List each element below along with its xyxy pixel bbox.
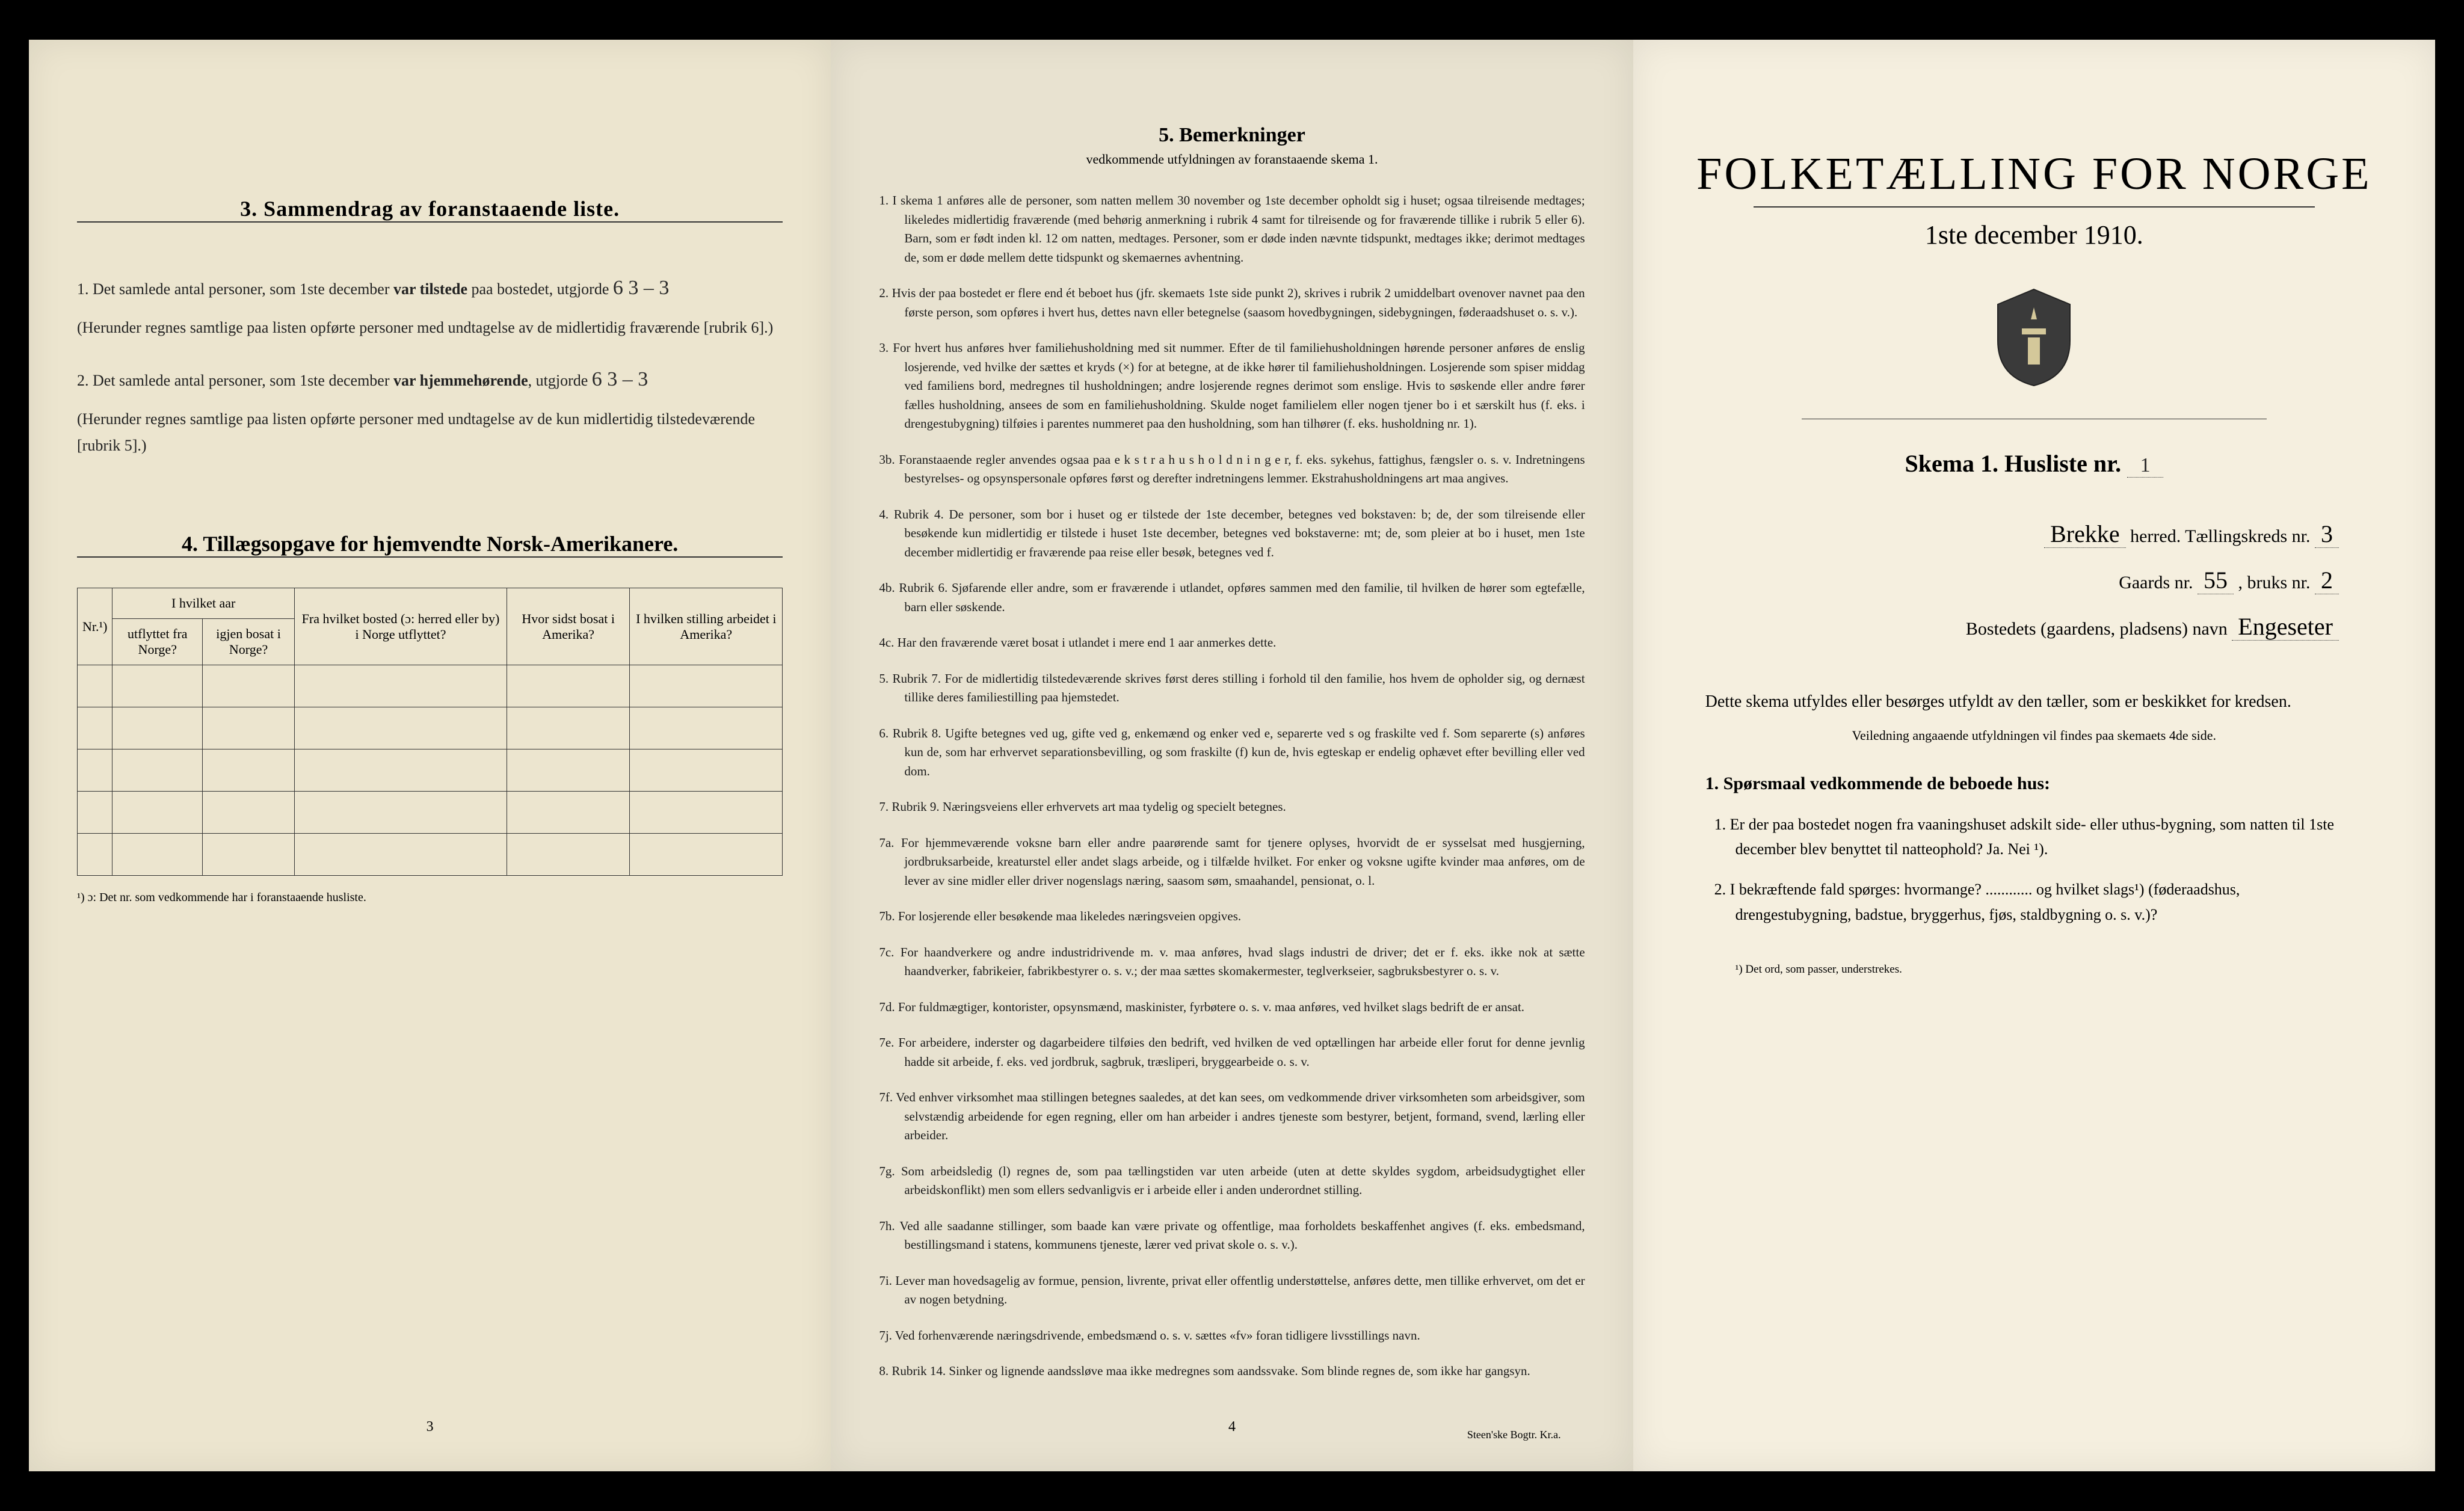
skema-label: Skema 1. Husliste nr. (1905, 450, 2121, 477)
census-date: 1ste december 1910. (1681, 220, 2387, 250)
page-left: 3. Sammendrag av foranstaaende liste. 1.… (29, 40, 831, 1471)
gaards-line: Gaards nr. 55 , bruks nr. 2 (1681, 566, 2339, 594)
table-row (78, 665, 783, 707)
th-fra: Fra hvilket bosted (ɔ: herred eller by) … (294, 588, 507, 665)
item2-post: , utgjorde (528, 372, 592, 389)
th-igjen: igjen bosat i Norge? (203, 619, 295, 665)
bemerkninger-title: 5. Bemerkninger (879, 124, 1585, 147)
remark-item: 7j. Ved forhenværende næringsdrivende, e… (879, 1326, 1585, 1346)
remark-item: 8. Rubrik 14. Sinker og lignende aandssl… (879, 1362, 1585, 1381)
remark-item: 7i. Lever man hovedsagelig av formue, pe… (879, 1272, 1585, 1309)
section4-footnote: ¹) ɔ: Det nr. som vedkommende har i fora… (77, 891, 783, 905)
item1-value: 6 3 – 3 (613, 277, 670, 299)
remark-item: 7f. Ved enhver virksomhet maa stillingen… (879, 1088, 1585, 1145)
herred-line: Brekke herred. Tællingskreds nr. 3 (1681, 520, 2339, 548)
remark-item: 7. Rubrik 9. Næringsveiens eller erhverv… (879, 798, 1585, 817)
remark-item: 1. I skema 1 anføres alle de personer, s… (879, 191, 1585, 267)
coat-of-arms-icon (1992, 286, 2076, 389)
page-number: 4 (1228, 1419, 1236, 1435)
remark-item: 7g. Som arbeidsledig (l) regnes de, som … (879, 1162, 1585, 1200)
gaards-label: Gaards nr. (2119, 573, 2193, 592)
herred-value: Brekke (2044, 520, 2126, 548)
bruks-label: , bruks nr. (2238, 573, 2310, 592)
th-nr: Nr.¹) (78, 588, 112, 665)
item2-note: (Herunder regnes samtlige paa listen opf… (77, 406, 783, 459)
page-middle: 5. Bemerkninger vedkommende utfyldningen… (831, 40, 1633, 1471)
document-spread: 3. Sammendrag av foranstaaende liste. 1.… (29, 40, 2435, 1471)
husliste-nr: 1 (2127, 454, 2163, 478)
page3-footnote: ¹) Det ord, som passer, understrekes. (1736, 963, 2387, 976)
remark-item: 4b. Rubrik 6. Sjøfarende eller andre, so… (879, 579, 1585, 617)
bosted-label: Bostedets (gaardens, pladsens) navn (1966, 619, 2228, 639)
intro-sub: Veiledning angaaende utfyldningen vil fi… (1681, 728, 2387, 743)
th-hvor: Hvor sidst bosat i Amerika? (507, 588, 630, 665)
item1-bold: var tilstede (393, 280, 467, 298)
skema-line: Skema 1. Husliste nr. 1 (1681, 449, 2387, 478)
printer-mark: Steen'ske Bogtr. Kr.a. (1467, 1429, 1561, 1441)
main-title: FOLKETÆLLING FOR NORGE (1681, 148, 2387, 200)
herred-label: herred. Tællingskreds nr. (2130, 526, 2310, 546)
questions-header: 1. Spørsmaal vedkommende de beboede hus: (1705, 774, 2363, 794)
remark-item: 7b. For losjerende eller besøkende maa l… (879, 907, 1585, 926)
kreds-value: 3 (2315, 520, 2339, 548)
item2-value: 6 3 – 3 (592, 368, 648, 390)
remark-item: 7a. For hjemmeværende voksne barn eller … (879, 834, 1585, 891)
bosted-value: Engeseter (2232, 613, 2339, 641)
table-body (78, 665, 783, 876)
section3-title: 3. Sammendrag av foranstaaende liste. (77, 196, 783, 223)
remark-item: 3b. Foranstaaende regler anvendes ogsaa … (879, 451, 1585, 488)
section4-title: 4. Tillægsopgave for hjemvendte Norsk-Am… (77, 531, 783, 558)
question-1: 1. Er der paa bostedet nogen fra vaaning… (1736, 812, 2351, 862)
th-utflyttet: utflyttet fra Norge? (112, 619, 203, 665)
remark-item: 6. Rubrik 8. Ugifte betegnes ved ug, gif… (879, 724, 1585, 781)
item1-note: (Herunder regnes samtlige paa listen opf… (77, 315, 783, 341)
section3-item2: 2. Det samlede antal personer, som 1ste … (77, 362, 783, 397)
question-2: 2. I bekræftende fald spørges: hvormange… (1736, 877, 2351, 927)
remark-item: 7d. For fuldmægtiger, kontorister, opsyn… (879, 998, 1585, 1017)
item1-pre: 1. Det samlede antal personer, som 1ste … (77, 280, 393, 298)
table-row (78, 792, 783, 834)
page-right: FOLKETÆLLING FOR NORGE 1ste december 191… (1633, 40, 2435, 1471)
table-row (78, 707, 783, 749)
th-aar: I hvilket aar (112, 588, 295, 619)
remark-item: 4c. Har den fraværende været bosat i utl… (879, 633, 1585, 653)
remark-item: 2. Hvis der paa bostedet er flere end ét… (879, 284, 1585, 322)
th-stilling: I hvilken stilling arbeidet i Amerika? (630, 588, 783, 665)
table-row (78, 834, 783, 876)
remark-item: 5. Rubrik 7. For de midlertidig tilstede… (879, 669, 1585, 707)
bruks-value: 2 (2315, 567, 2339, 594)
intro-text: Dette skema utfyldes eller besørges utfy… (1705, 689, 2363, 716)
page-number: 3 (427, 1419, 434, 1435)
item1-post: paa bostedet, utgjorde (467, 280, 613, 298)
remark-item: 4. Rubrik 4. De personer, som bor i huse… (879, 505, 1585, 562)
section3-item1: 1. Det samlede antal personer, som 1ste … (77, 271, 783, 306)
remark-item: 3. For hvert hus anføres hver familiehus… (879, 339, 1585, 434)
remarks-list: 1. I skema 1 anføres alle de personer, s… (879, 191, 1585, 1381)
bemerkninger-subtitle: vedkommende utfyldningen av foranstaaend… (879, 152, 1585, 167)
gaards-value: 55 (2198, 567, 2234, 594)
item2-pre: 2. Det samlede antal personer, som 1ste … (77, 372, 393, 389)
item2-bold: var hjemmehørende (393, 372, 528, 389)
remark-item: 7c. For haandverkere og andre industridr… (879, 943, 1585, 981)
remark-item: 7e. For arbeidere, inderster og dagarbei… (879, 1033, 1585, 1071)
norsk-amerikanere-table: Nr.¹) I hvilket aar Fra hvilket bosted (… (77, 588, 783, 876)
remark-item: 7h. Ved alle saadanne stillinger, som ba… (879, 1217, 1585, 1255)
table-row (78, 749, 783, 792)
bosted-line: Bostedets (gaardens, pladsens) navn Enge… (1681, 612, 2339, 641)
